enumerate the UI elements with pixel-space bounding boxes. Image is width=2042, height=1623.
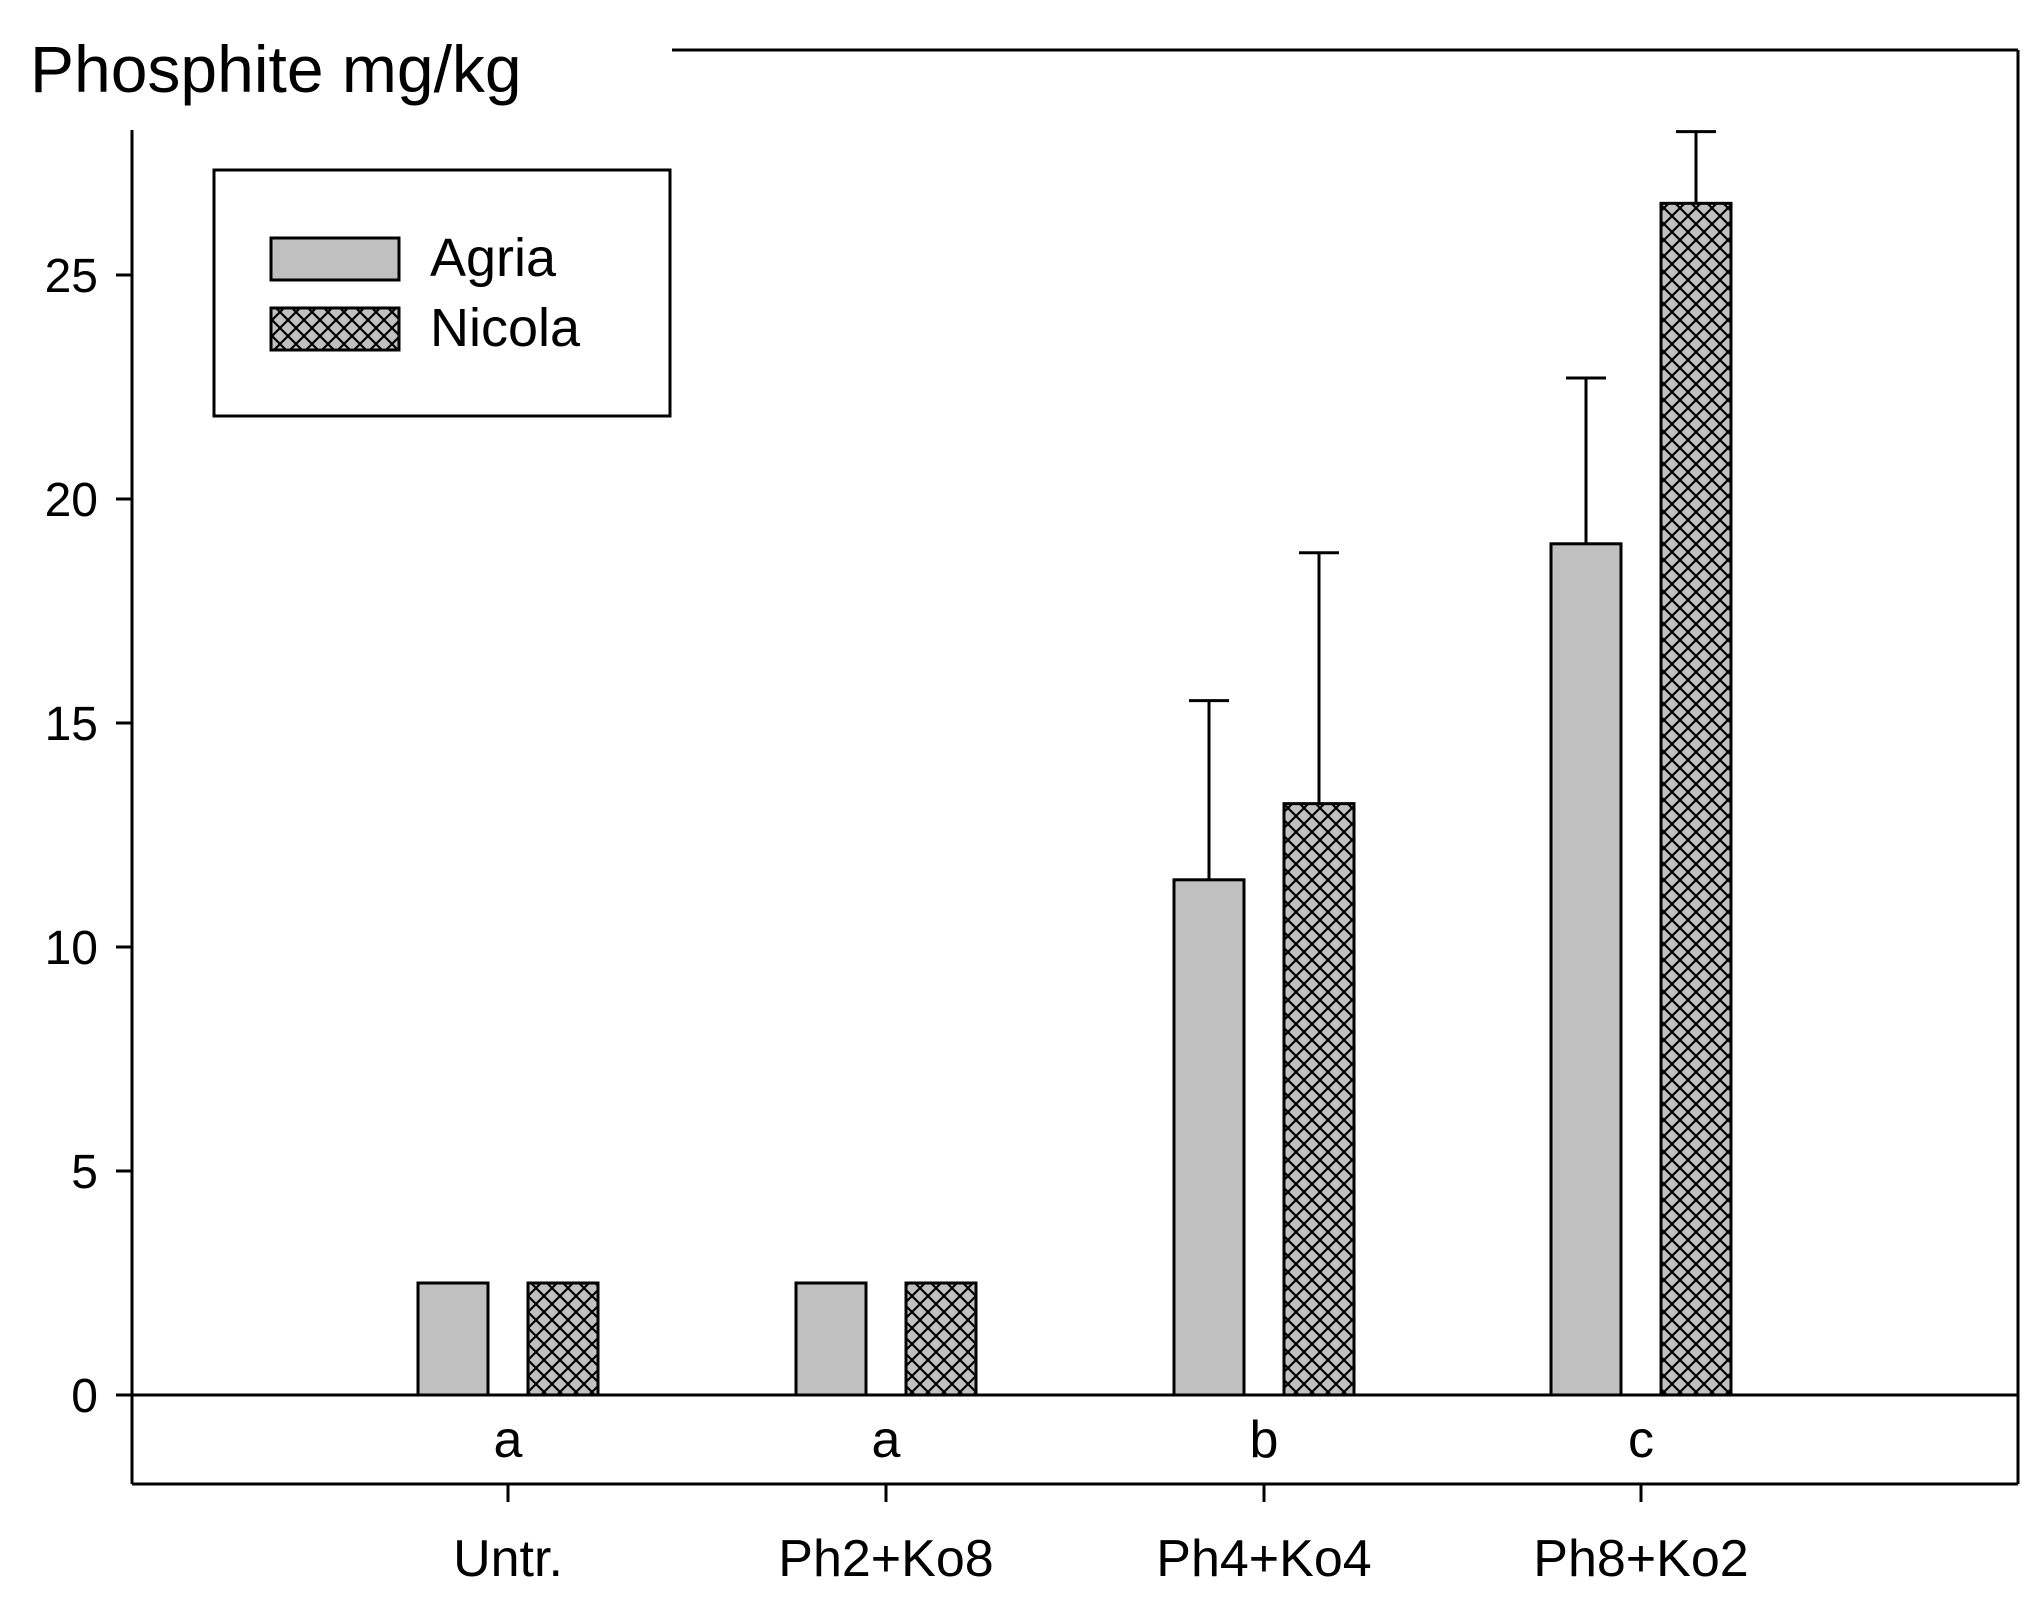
legend-label-nicola: Nicola: [430, 298, 581, 358]
x-tick-label: Untr.: [453, 1530, 563, 1588]
group-letter: a: [494, 1411, 523, 1469]
y-tick-label: 25: [45, 250, 98, 303]
legend: Agria Nicola: [212, 168, 672, 418]
y-tick-label: 20: [45, 474, 98, 527]
legend-label-agria: Agria: [430, 228, 557, 288]
y-tick-label: 0: [71, 1370, 98, 1423]
group-letter: b: [1250, 1411, 1279, 1469]
x-tick-label: Ph4+Ko4: [1156, 1530, 1371, 1588]
bar-nicola-2: [1282, 802, 1356, 1397]
y-axis: 0 5 10 15 20 25: [45, 250, 132, 1423]
x-axis: Untr. Ph2+Ko8 Ph4+Ko4 Ph8+Ko2: [453, 1484, 1749, 1588]
legend-box: [212, 168, 672, 418]
x-tick-label: Ph8+Ko2: [1533, 1530, 1748, 1588]
bar-nicola-1: [904, 1281, 978, 1397]
bar-agria-1: [794, 1281, 868, 1397]
bars: [416, 201, 1733, 1397]
bar-agria-2: [1172, 878, 1246, 1397]
error-bars: [1189, 130, 1716, 880]
group-letter: c: [1628, 1411, 1654, 1469]
x-tick-label: Ph2+Ko8: [778, 1530, 993, 1588]
bar-agria-3: [1549, 542, 1623, 1397]
group-letter: a: [872, 1411, 901, 1469]
chart-title: Phosphite mg/kg: [30, 32, 522, 106]
bar-nicola-0: [526, 1281, 600, 1397]
legend-swatch-agria: [269, 236, 401, 282]
bar-agria-0: [416, 1281, 490, 1397]
y-tick-label: 15: [45, 698, 98, 751]
y-tick-label: 10: [45, 922, 98, 975]
bar-nicola-3: [1659, 201, 1733, 1397]
legend-swatch-nicola: [269, 306, 401, 352]
y-tick-label: 5: [71, 1146, 98, 1199]
